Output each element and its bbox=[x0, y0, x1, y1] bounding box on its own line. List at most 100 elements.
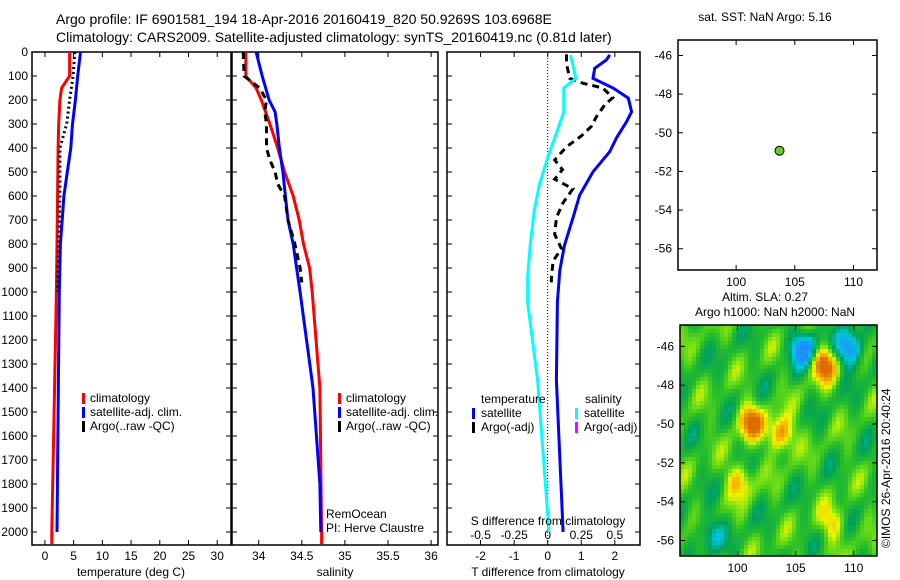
heatmap-cell bbox=[768, 341, 772, 345]
heatmap-cell bbox=[764, 545, 768, 549]
heatmap-cell bbox=[768, 329, 772, 333]
heatmap-cell bbox=[768, 473, 772, 477]
x-tick-label: 20 bbox=[153, 549, 167, 563]
heatmap-cell bbox=[780, 377, 784, 381]
heatmap-cell bbox=[780, 545, 784, 549]
heatmap-cell bbox=[856, 545, 860, 549]
heatmap-cell bbox=[760, 329, 764, 333]
heatmap-cell bbox=[812, 469, 816, 473]
heatmap-cell bbox=[772, 525, 776, 529]
heatmap-cell bbox=[804, 525, 808, 529]
heatmap-cell bbox=[796, 345, 800, 349]
heatmap-cell bbox=[848, 385, 852, 389]
heatmap-cell bbox=[832, 461, 836, 465]
heatmap-cell bbox=[764, 457, 768, 461]
heatmap-cell bbox=[844, 409, 848, 413]
heatmap-cell bbox=[820, 361, 824, 365]
heatmap-cell bbox=[688, 405, 692, 409]
heatmap-cell bbox=[788, 437, 792, 441]
heatmap-cell bbox=[716, 373, 720, 377]
heatmap-cell bbox=[748, 429, 752, 433]
heatmap-cell bbox=[684, 437, 688, 441]
heatmap-cell bbox=[720, 389, 724, 393]
heatmap-cell bbox=[712, 457, 716, 461]
heatmap-cell bbox=[700, 389, 704, 393]
heatmap-cell bbox=[800, 345, 804, 349]
heatmap-cell bbox=[768, 433, 772, 437]
heatmap-cell bbox=[732, 549, 736, 553]
heatmap-cell bbox=[692, 509, 696, 513]
heatmap-cell bbox=[752, 493, 756, 497]
heatmap-cell bbox=[820, 541, 824, 545]
heatmap-cell bbox=[752, 445, 756, 449]
heatmap-cell bbox=[832, 409, 836, 413]
heatmap-cell bbox=[712, 397, 716, 401]
heatmap-cell bbox=[776, 325, 780, 329]
heatmap-cell bbox=[856, 413, 860, 417]
heatmap-cell bbox=[696, 365, 700, 369]
heatmap-cell bbox=[740, 381, 744, 385]
heatmap-cell bbox=[808, 397, 812, 401]
heatmap-cell bbox=[748, 373, 752, 377]
heatmap-cell bbox=[848, 401, 852, 405]
heatmap-cell bbox=[744, 425, 748, 429]
heatmap-cell bbox=[704, 509, 708, 513]
heatmap-cell bbox=[720, 549, 724, 553]
heatmap-cell bbox=[824, 349, 828, 353]
heatmap-cell bbox=[728, 461, 732, 465]
heatmap-cell bbox=[752, 433, 756, 437]
heatmap-cell bbox=[692, 449, 696, 453]
heatmap-cell bbox=[852, 437, 856, 441]
heatmap-cell bbox=[684, 529, 688, 533]
heatmap-cell bbox=[696, 453, 700, 457]
heatmap-cell bbox=[836, 545, 840, 549]
heatmap-cell bbox=[700, 521, 704, 525]
heatmap-cell bbox=[832, 541, 836, 545]
heatmap-cell bbox=[740, 473, 744, 477]
heatmap-cell bbox=[716, 325, 720, 329]
heatmap-cell bbox=[700, 409, 704, 413]
heatmap-cell bbox=[760, 449, 764, 453]
heatmap-cell bbox=[680, 541, 684, 545]
heatmap-cell bbox=[732, 553, 736, 556]
heatmap-cell bbox=[828, 385, 832, 389]
heatmap-cell bbox=[740, 485, 744, 489]
heatmap-cell bbox=[852, 537, 856, 541]
heatmap-cell bbox=[800, 329, 804, 333]
heatmap-cell bbox=[864, 333, 868, 337]
heatmap-cell bbox=[732, 485, 736, 489]
heatmap-cell bbox=[688, 501, 692, 505]
heatmap-cell bbox=[832, 369, 836, 373]
heatmap-cell bbox=[824, 381, 828, 385]
legend-swatch bbox=[575, 408, 578, 419]
heatmap-cell bbox=[704, 457, 708, 461]
heatmap-cell bbox=[796, 389, 800, 393]
heatmap-cell bbox=[872, 397, 876, 401]
heatmap-cell bbox=[680, 529, 684, 533]
heatmap-cell bbox=[696, 473, 700, 477]
heatmap-cell bbox=[864, 449, 868, 453]
heatmap-cell bbox=[860, 461, 864, 465]
heatmap-cell bbox=[744, 333, 748, 337]
heatmap-cell bbox=[832, 473, 836, 477]
heatmap-cell bbox=[704, 401, 708, 405]
heatmap-cell bbox=[840, 553, 844, 556]
heatmap-cell bbox=[860, 541, 864, 545]
heatmap-cell bbox=[744, 513, 748, 517]
heatmap-cell bbox=[816, 433, 820, 437]
heatmap-cell bbox=[840, 389, 844, 393]
heatmap-cell bbox=[780, 437, 784, 441]
heatmap-cell bbox=[824, 449, 828, 453]
heatmap-cell bbox=[824, 421, 828, 425]
heatmap-cell bbox=[708, 389, 712, 393]
heatmap-cell bbox=[868, 373, 872, 377]
heatmap-cell bbox=[804, 361, 808, 365]
heatmap-cell bbox=[864, 357, 868, 361]
imos-credit: ©IMOS 26-Apr-2016 20:40:24 bbox=[879, 388, 893, 548]
heatmap-cell bbox=[872, 357, 876, 361]
heatmap-cell bbox=[812, 449, 816, 453]
heatmap-cell bbox=[824, 409, 828, 413]
heatmap-cell bbox=[788, 453, 792, 457]
heatmap-cell bbox=[868, 457, 872, 461]
heatmap-cell bbox=[712, 485, 716, 489]
